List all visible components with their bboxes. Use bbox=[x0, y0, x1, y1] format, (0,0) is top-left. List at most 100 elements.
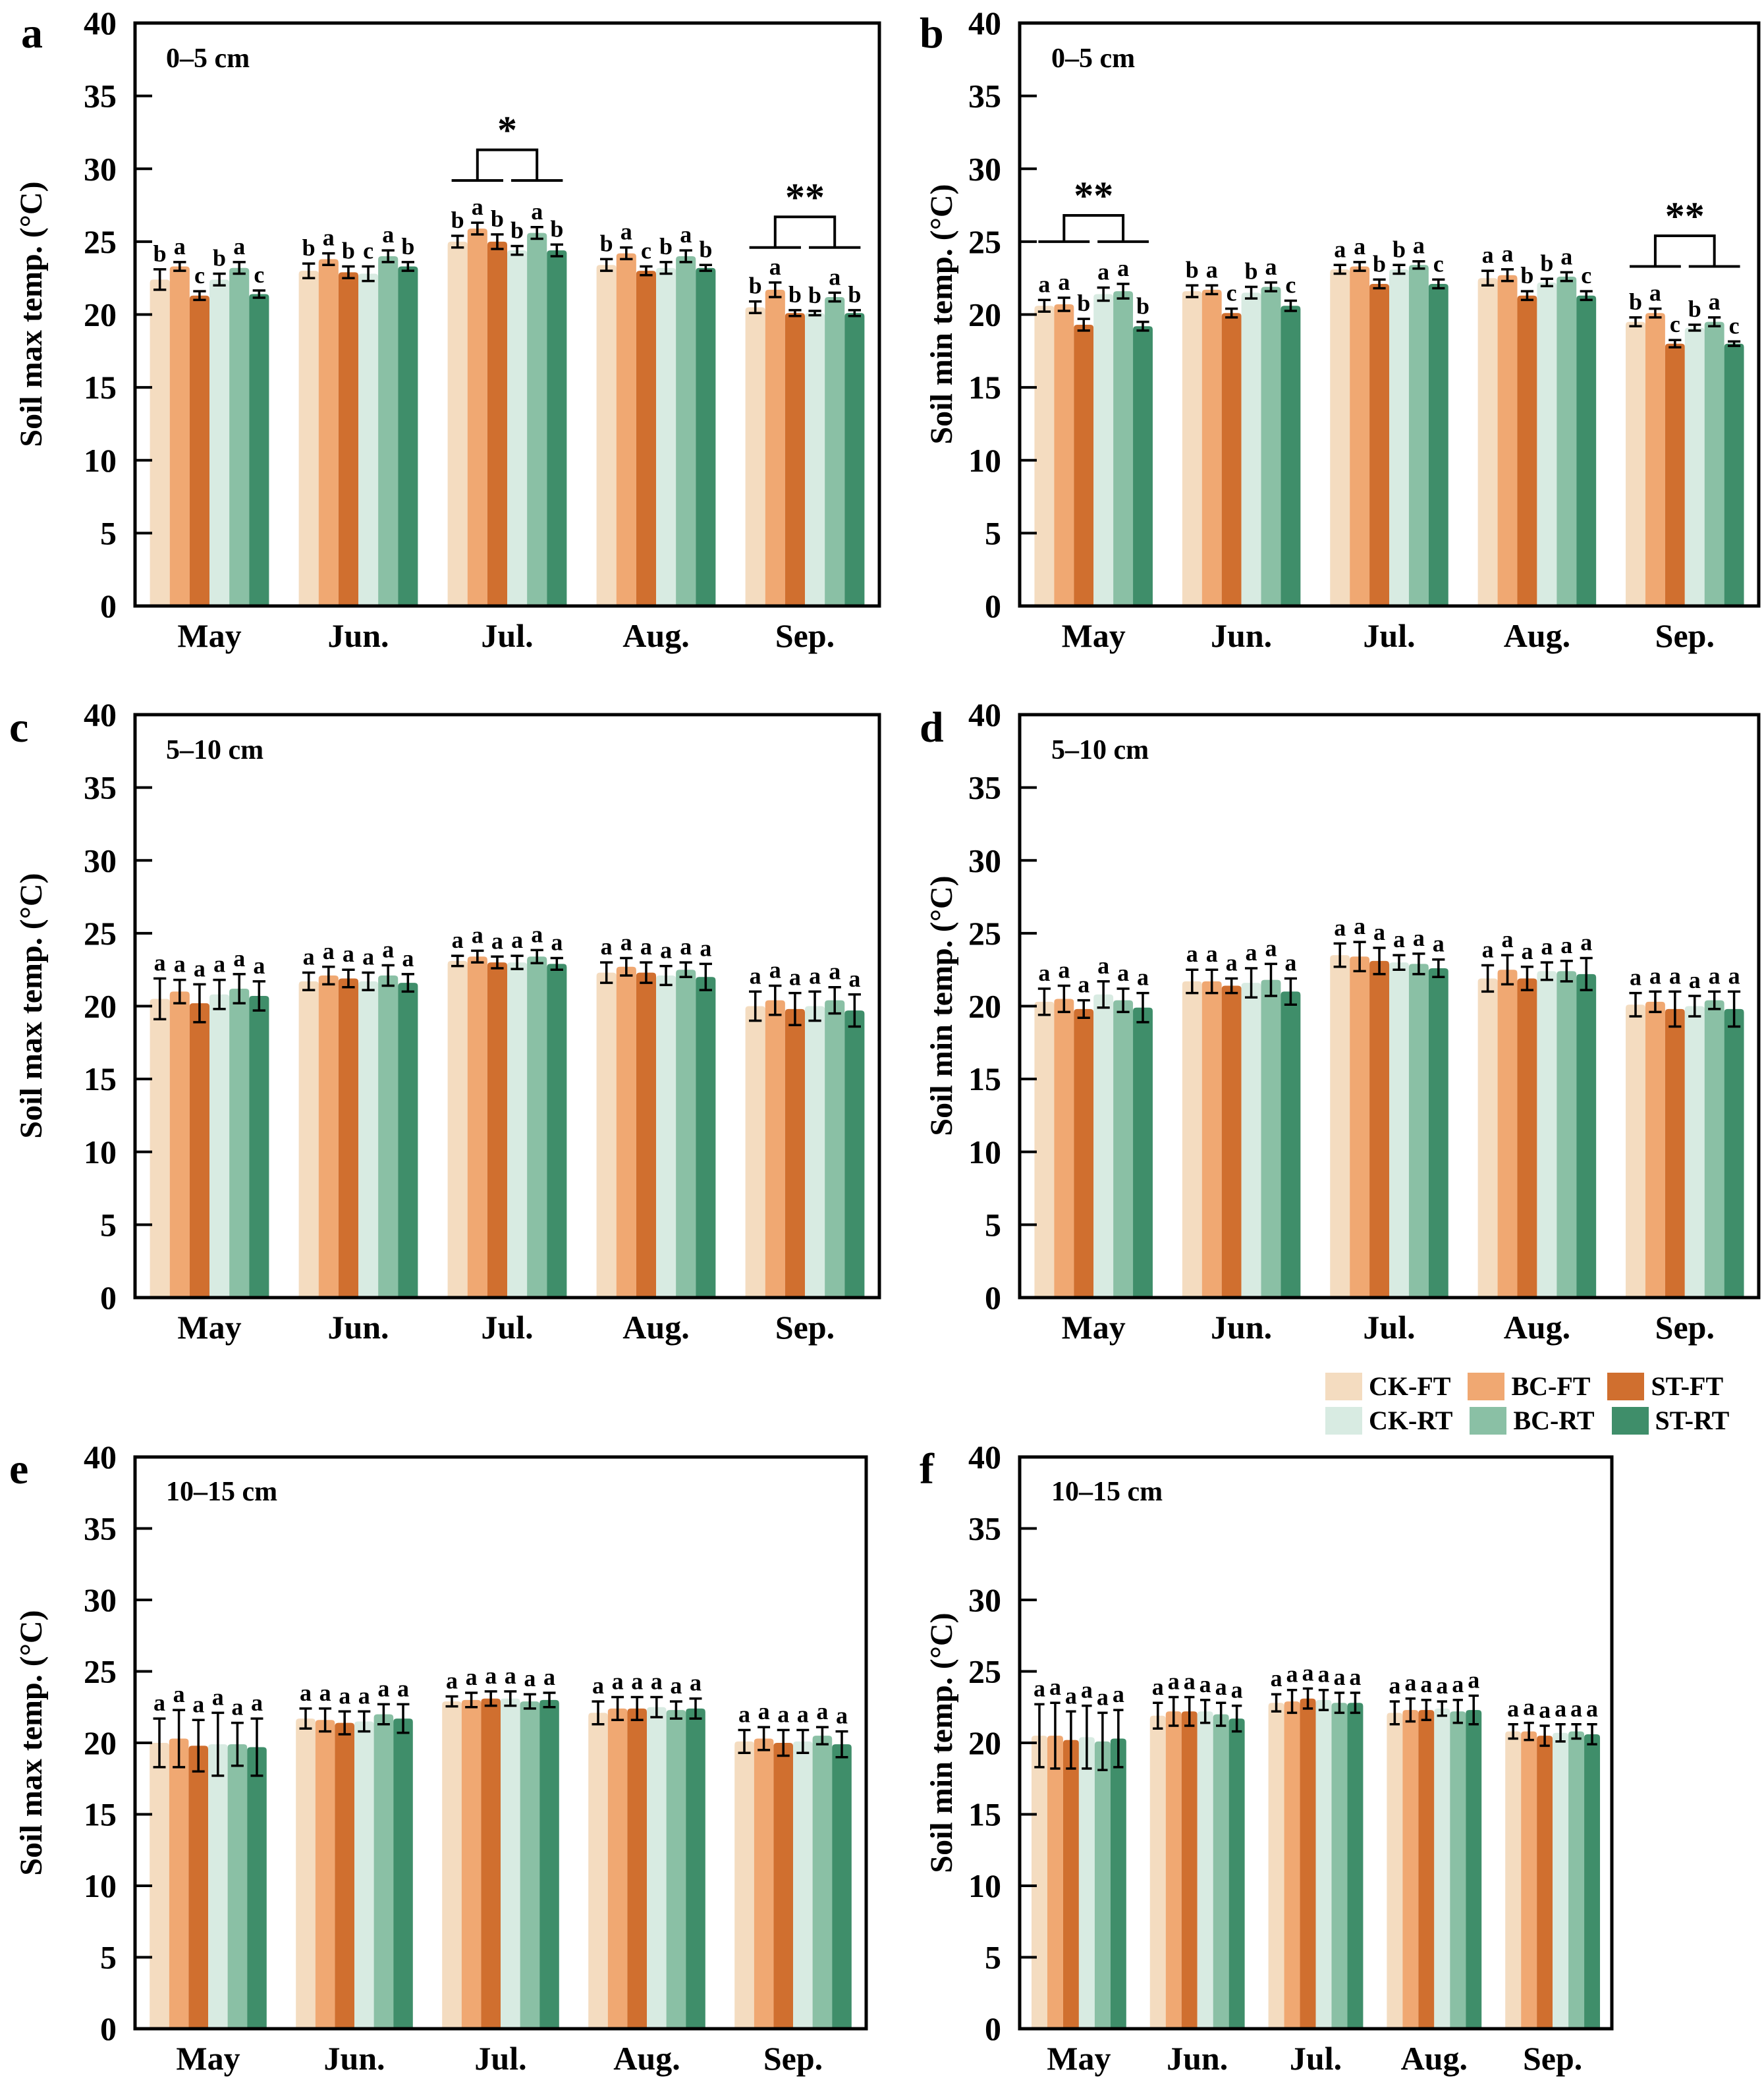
panel-a-ytick-label: 10 bbox=[84, 442, 117, 479]
panel-c-bar-BC-FT-Aug. bbox=[616, 966, 636, 1298]
panel-d-bar-CK-RT-May bbox=[1093, 994, 1114, 1298]
panel-a-errorbar bbox=[828, 291, 841, 303]
panel-a-sig-letter: b bbox=[749, 273, 762, 299]
panel-d-sig-letter: a bbox=[1117, 960, 1129, 986]
panel-c-errorbar bbox=[808, 990, 821, 1022]
panel-d-sig-letter: a bbox=[1246, 939, 1257, 966]
panel-b-bar-BC-RT-Jul. bbox=[1408, 265, 1429, 606]
panel-f-sig-letter: a bbox=[1081, 1677, 1093, 1703]
panel-c-sig-letter: a bbox=[303, 944, 315, 970]
panel-a-sig-letter: b bbox=[401, 233, 414, 260]
panel-c-errorbar bbox=[381, 964, 395, 987]
panel-f-sig-letter: a bbox=[1231, 1677, 1243, 1703]
panel-f-ytick-label: 10 bbox=[968, 1867, 1001, 1904]
panel-a-bar-ST-FT-Jun. bbox=[338, 272, 358, 606]
panel-f-bar-CK-FT-Sep. bbox=[1505, 1731, 1522, 2029]
panel-d-errorbar bbox=[1244, 967, 1258, 999]
panel-f-sig-letter: a bbox=[1065, 1682, 1077, 1709]
panel-b-ytick-label: 5 bbox=[985, 514, 1001, 551]
panel-a-errorbar bbox=[600, 258, 613, 272]
panel-e-sig-letter: a bbox=[446, 1667, 458, 1693]
panel-a-sig-letter: c bbox=[641, 237, 651, 263]
panel-d-bar-CK-RT-Jun. bbox=[1241, 983, 1261, 1298]
panel-a-errorbar bbox=[173, 261, 186, 272]
panel-f-errorbar bbox=[1302, 1687, 1313, 1710]
panel-a-month-label: Sep. bbox=[775, 617, 835, 654]
panel-e-errorbar bbox=[338, 1710, 351, 1736]
panel-f-sig-letter: a bbox=[1168, 1668, 1180, 1695]
panel-d-errorbar bbox=[1501, 954, 1514, 986]
panel-f-bar-ST-FT-Jun. bbox=[1181, 1711, 1198, 2029]
panel-b-bar-ST-FT-Sep. bbox=[1665, 343, 1685, 606]
panel-f-bar-ST-FT-Sep. bbox=[1537, 1736, 1553, 2029]
panel-c-errorbar bbox=[788, 991, 802, 1027]
panel-e-sig-letter: a bbox=[777, 1701, 789, 1727]
panel-b-bar-BC-RT-Sep. bbox=[1704, 321, 1724, 606]
panel-e-bar-ST-FT-Jun. bbox=[335, 1722, 354, 2029]
panel-letter-b: b bbox=[920, 9, 944, 57]
panel-e-ytick-label: 35 bbox=[84, 1510, 117, 1547]
panel-c-ytick-label: 30 bbox=[84, 842, 117, 879]
panel-a-ytick-label: 15 bbox=[84, 369, 117, 406]
panel-b-sig-letter: b bbox=[1136, 293, 1149, 319]
panel-e-bar-CK-RT-May bbox=[208, 1744, 228, 2029]
panel-c-bar-ST-RT-Aug. bbox=[696, 977, 716, 1298]
panel-e-sig-letter: a bbox=[612, 1668, 624, 1695]
panel-b-sig-letter: b bbox=[1245, 258, 1258, 284]
panel-c-sig-letter: a bbox=[551, 929, 563, 955]
panel-b-ytick-label: 10 bbox=[968, 442, 1001, 479]
panel-a-errorbar bbox=[322, 252, 335, 267]
panel-f-errorbar bbox=[1508, 1723, 1518, 1740]
panel-e-bar-BC-RT-Jun. bbox=[373, 1714, 394, 2029]
panel-e-sig-letter: a bbox=[173, 1681, 185, 1707]
panel-c-bar-ST-RT-Sep. bbox=[844, 1010, 865, 1298]
panel-a-sig-letter: b bbox=[659, 233, 673, 260]
panel-c-sig-letter: a bbox=[213, 951, 225, 977]
panel-d-ytick-label: 5 bbox=[985, 1206, 1001, 1243]
panel-b-sig-letter: a bbox=[1206, 256, 1218, 283]
panel-a-errorbar bbox=[153, 268, 167, 291]
panel-a-errorbar bbox=[679, 249, 692, 263]
panel-c-sig-letter: a bbox=[750, 962, 761, 989]
panel-e-errorbar bbox=[592, 1700, 605, 1726]
panel-f-errorbar bbox=[1468, 1694, 1479, 1726]
panel-d-errorbar bbox=[1629, 991, 1642, 1018]
legend-item-ck-ft: CK-FT bbox=[1325, 1373, 1450, 1400]
panel-c-bar-BC-RT-Jul. bbox=[527, 956, 547, 1298]
panel-d-errorbar bbox=[1668, 990, 1682, 1028]
y-axis-label-a: Soil max temp. (°C) bbox=[14, 181, 49, 447]
panel-c-errorbar bbox=[620, 956, 633, 977]
panel-f-sig-letter: a bbox=[1507, 1695, 1519, 1722]
panel-a-bar-CK-RT-Jul. bbox=[507, 250, 528, 606]
panel-d-errorbar bbox=[1708, 990, 1721, 1010]
panel-b-sig-letter: b bbox=[1520, 262, 1533, 288]
depth-label-e: 10–15 cm bbox=[166, 1477, 278, 1507]
panel-d-errorbar bbox=[1116, 987, 1130, 1014]
panel-d-sig-letter: a bbox=[1078, 972, 1089, 998]
panel-b-sig-letter: c bbox=[1285, 271, 1296, 298]
panel-c-bar-CK-FT-Jul. bbox=[447, 960, 468, 1298]
panel-d-sig-letter: a bbox=[1097, 952, 1109, 979]
panel-b-bar-BC-FT-Aug. bbox=[1497, 275, 1518, 606]
panel-c-sig-letter: a bbox=[323, 938, 335, 964]
panel-c-bar-ST-RT-Jul. bbox=[547, 964, 567, 1298]
panel-c-ytick-label: 20 bbox=[84, 988, 117, 1025]
panel-f-month-label: May bbox=[1047, 2040, 1111, 2077]
panel-e-bar-ST-RT-Sep. bbox=[832, 1744, 852, 2029]
panel-b-errorbar bbox=[1708, 316, 1721, 327]
panel-a-errorbar bbox=[252, 289, 265, 299]
panel-d-errorbar bbox=[1225, 977, 1238, 995]
panel-f-bar-CK-RT-Sep. bbox=[1553, 1732, 1569, 2029]
panel-b-errorbar bbox=[1353, 261, 1366, 272]
panel-e-bar-CK-FT-May bbox=[150, 1743, 169, 2029]
panel-b-bar-BC-FT-Sep. bbox=[1645, 313, 1665, 606]
panel-a-bar-ST-RT-Aug. bbox=[696, 267, 716, 606]
panel-e-bar-CK-RT-Jul. bbox=[501, 1698, 520, 2029]
panel-b-bar-CK-RT-Jun. bbox=[1241, 292, 1261, 606]
panel-c-bar-ST-RT-Jun. bbox=[398, 983, 418, 1298]
panel-e-sig-letter: a bbox=[592, 1672, 604, 1699]
panel-b-errorbar bbox=[1373, 278, 1386, 290]
panel-a-sig-bracket bbox=[451, 148, 563, 182]
panel-e-sig-letter: a bbox=[738, 1701, 750, 1727]
